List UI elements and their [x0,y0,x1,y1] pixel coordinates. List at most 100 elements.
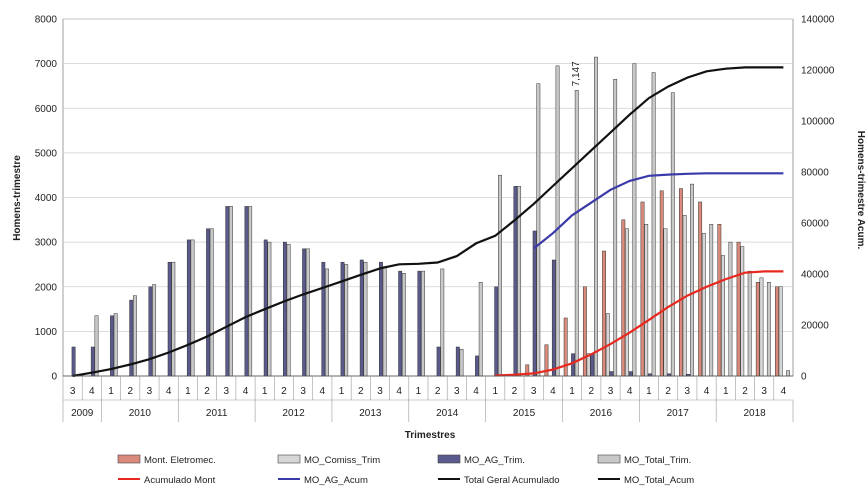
bar [571,353,575,377]
bar [363,261,368,377]
y-left-tick-label: 5000 [35,148,58,159]
legend-label: Acumulado Mont [144,475,216,486]
quarter-tick-label: 3 [531,386,537,397]
bar [728,241,733,377]
quarter-tick-label: 1 [646,386,652,397]
quarter-tick-label: 4 [320,386,326,397]
year-tick-label: 2016 [590,408,613,419]
quarter-tick-label: 4 [473,386,479,397]
year-tick-label: 2009 [71,408,94,419]
quarter-tick-label: 3 [224,386,230,397]
bar [209,228,214,377]
bar [766,282,771,377]
bar [167,261,172,377]
bar [171,261,176,377]
quarter-tick-label: 3 [377,386,383,397]
bar [532,230,537,377]
y-right-tick-label: 40000 [801,270,829,281]
bar [679,188,683,377]
bar [747,270,752,377]
bar [421,270,425,377]
bar [398,270,403,377]
bar [478,282,483,377]
quarter-tick-label: 4 [781,386,787,397]
quarter-tick-label: 2 [589,386,595,397]
bar [625,228,629,377]
year-tick-label: 2018 [743,408,766,419]
bar [663,228,668,377]
y-right-tick-label: 100000 [801,117,835,128]
quarter-tick-label: 4 [166,386,172,397]
bar [152,284,157,377]
bar [621,219,626,377]
legend-swatch [437,454,461,464]
legend-swatch [277,454,301,464]
quarter-tick-label: 3 [761,386,767,397]
bar [321,261,326,377]
quarter-tick-label: 1 [492,386,498,397]
quarter-tick-label: 2 [435,386,441,397]
quarter-tick-label: 1 [339,386,345,397]
bar [563,317,568,377]
bar [94,315,99,377]
quarter-tick-label: 4 [550,386,556,397]
quarter-tick-label: 4 [243,386,249,397]
y-right-tick-label: 80000 [801,168,829,179]
lines [72,66,784,378]
bar [536,83,541,377]
bar [440,268,445,377]
quarter-tick-label: 4 [627,386,633,397]
bar [740,246,745,377]
y-right-ticks: 0 20000 40000 60000 80000 100000 120000 140000 [801,15,835,383]
legend: Mont. Eletromec. MO_Comiss_Trim MO_AG_Trim… [117,454,694,486]
quarter-tick-label: 2 [358,386,364,397]
bars [71,56,790,377]
bar [498,174,502,377]
bar [282,241,287,377]
bar [709,224,714,377]
y-right-tick-label: 60000 [801,219,829,230]
y-left-tick-label: 4000 [35,193,58,204]
quarter-tick-label: 3 [147,386,153,397]
quarter-tick-label: 1 [185,386,191,397]
bar [555,65,560,377]
legend-label: MO_Total_Acum [624,475,694,486]
bar [594,56,598,377]
bar [110,315,114,377]
bar [582,286,587,377]
year-tick-label: 2013 [359,408,382,419]
quarter-tick-label: 4 [396,386,402,397]
quarter-tick-label: 1 [723,386,729,397]
quarter-tick-label: 1 [416,386,422,397]
peak-annotation: 7,147 [571,61,582,86]
bar [401,273,406,377]
year-tick-label: 2014 [436,408,459,419]
y-right-tick-label: 20000 [801,321,829,332]
bar [717,224,722,377]
quarter-tick-label: 3 [454,386,460,397]
year-tick-label: 2017 [667,408,690,419]
bar [644,224,649,377]
bar [436,346,441,377]
y-left-ticks: 0 1000 2000 3000 4000 5000 6000 7000 8000 [35,15,58,383]
year-tick-label: 2011 [206,408,228,419]
year-tick-label: 2012 [282,408,305,419]
bar [302,248,307,377]
bar [229,206,233,377]
quarter-tick-label: 3 [608,386,614,397]
legend-label: MO_Comiss_Trim [304,455,380,466]
quarter-tick-label: 4 [89,386,95,397]
y-right-tick-label: 0 [801,372,807,383]
y-left-tick-label: 2000 [35,282,58,293]
bar [305,248,310,377]
legend-label: MO_AG_Acum [304,475,368,486]
year-tick-label: 2010 [129,408,152,419]
quarter-tick-label: 3 [300,386,306,397]
quarter-tick-label: 2 [742,386,748,397]
quarter-tick-label: 3 [685,386,691,397]
bar [613,78,618,377]
legend-label: MO_AG_Trim. [464,455,525,466]
bar [651,72,656,377]
quarter-tick-label: 2 [665,386,671,397]
quarter-tick-label: 1 [262,386,268,397]
